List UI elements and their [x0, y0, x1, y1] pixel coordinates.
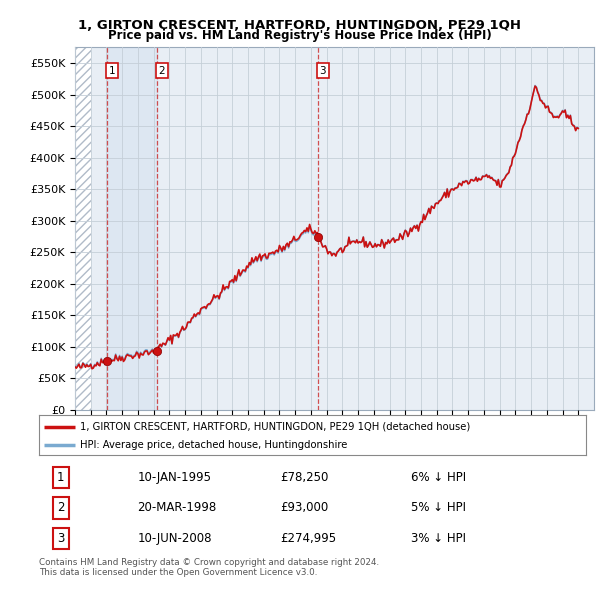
Text: 1: 1 [109, 66, 115, 76]
Text: HPI: Average price, detached house, Huntingdonshire: HPI: Average price, detached house, Hunt… [80, 441, 347, 450]
Bar [75, 47, 91, 410]
Bar [107, 47, 157, 410]
Text: £93,000: £93,000 [280, 502, 328, 514]
Text: 20-MAR-1998: 20-MAR-1998 [137, 502, 217, 514]
Bar [75, 47, 91, 410]
Text: 3: 3 [57, 532, 65, 545]
Text: 10-JAN-1995: 10-JAN-1995 [137, 471, 211, 484]
Text: 2: 2 [57, 502, 65, 514]
Text: 3: 3 [319, 66, 326, 76]
Text: Contains HM Land Registry data © Crown copyright and database right 2024.
This d: Contains HM Land Registry data © Crown c… [39, 558, 379, 577]
Text: 10-JUN-2008: 10-JUN-2008 [137, 532, 212, 545]
Text: 5% ↓ HPI: 5% ↓ HPI [411, 502, 466, 514]
Text: 3% ↓ HPI: 3% ↓ HPI [411, 532, 466, 545]
Text: £78,250: £78,250 [280, 471, 328, 484]
Text: 1: 1 [57, 471, 65, 484]
Text: 6% ↓ HPI: 6% ↓ HPI [411, 471, 466, 484]
Text: 2: 2 [158, 66, 165, 76]
Text: 1, GIRTON CRESCENT, HARTFORD, HUNTINGDON, PE29 1QH: 1, GIRTON CRESCENT, HARTFORD, HUNTINGDON… [79, 19, 521, 32]
Text: Price paid vs. HM Land Registry's House Price Index (HPI): Price paid vs. HM Land Registry's House … [108, 30, 492, 42]
Text: 1, GIRTON CRESCENT, HARTFORD, HUNTINGDON, PE29 1QH (detached house): 1, GIRTON CRESCENT, HARTFORD, HUNTINGDON… [80, 422, 470, 432]
Text: £274,995: £274,995 [280, 532, 336, 545]
